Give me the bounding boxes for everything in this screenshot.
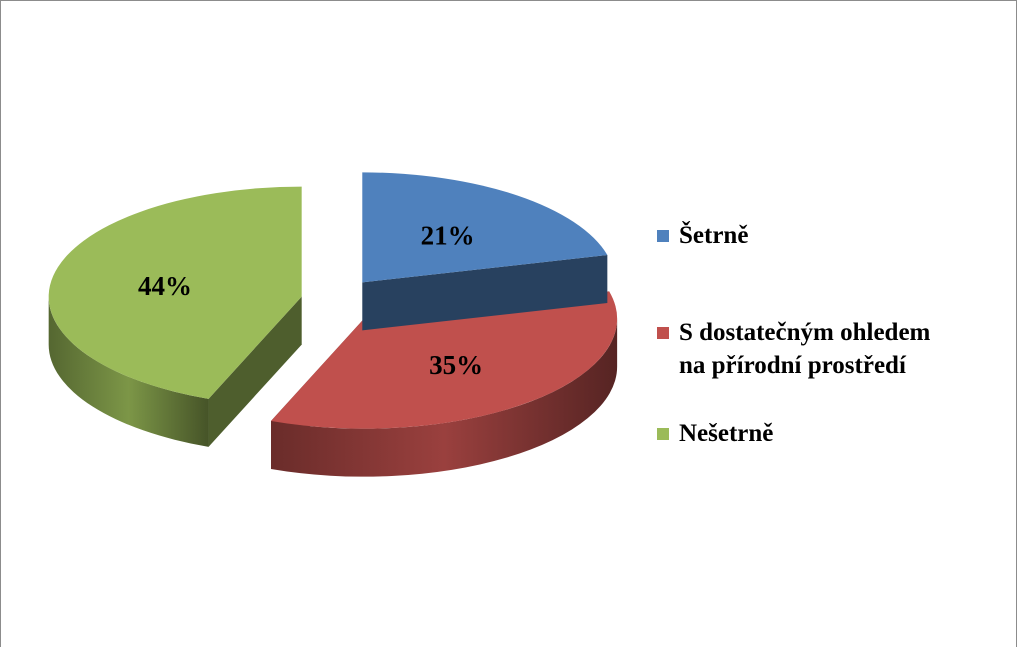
pie-slice-nesetrne bbox=[48, 186, 302, 447]
data-label-s-dostatecnym: 35% bbox=[429, 350, 483, 380]
legend-label-nesetrne: Nešetrně bbox=[679, 420, 774, 447]
pie-slice-s-dostatecnym bbox=[270, 291, 618, 477]
legend-swatch-setrne bbox=[657, 230, 669, 242]
legend-label-setrne: Šetrně bbox=[679, 222, 749, 249]
legend-label-s-dostatecnym: S dostatečným ohledem na přírodní prostř… bbox=[679, 319, 931, 379]
data-label-setrne: 21% bbox=[421, 221, 475, 251]
legend-swatch-nesetrne bbox=[657, 428, 669, 440]
data-label-nesetrne: 44% bbox=[138, 271, 192, 301]
legend-swatch-s-dostatecnym bbox=[657, 327, 669, 339]
pie-slice-setrne bbox=[362, 172, 608, 331]
